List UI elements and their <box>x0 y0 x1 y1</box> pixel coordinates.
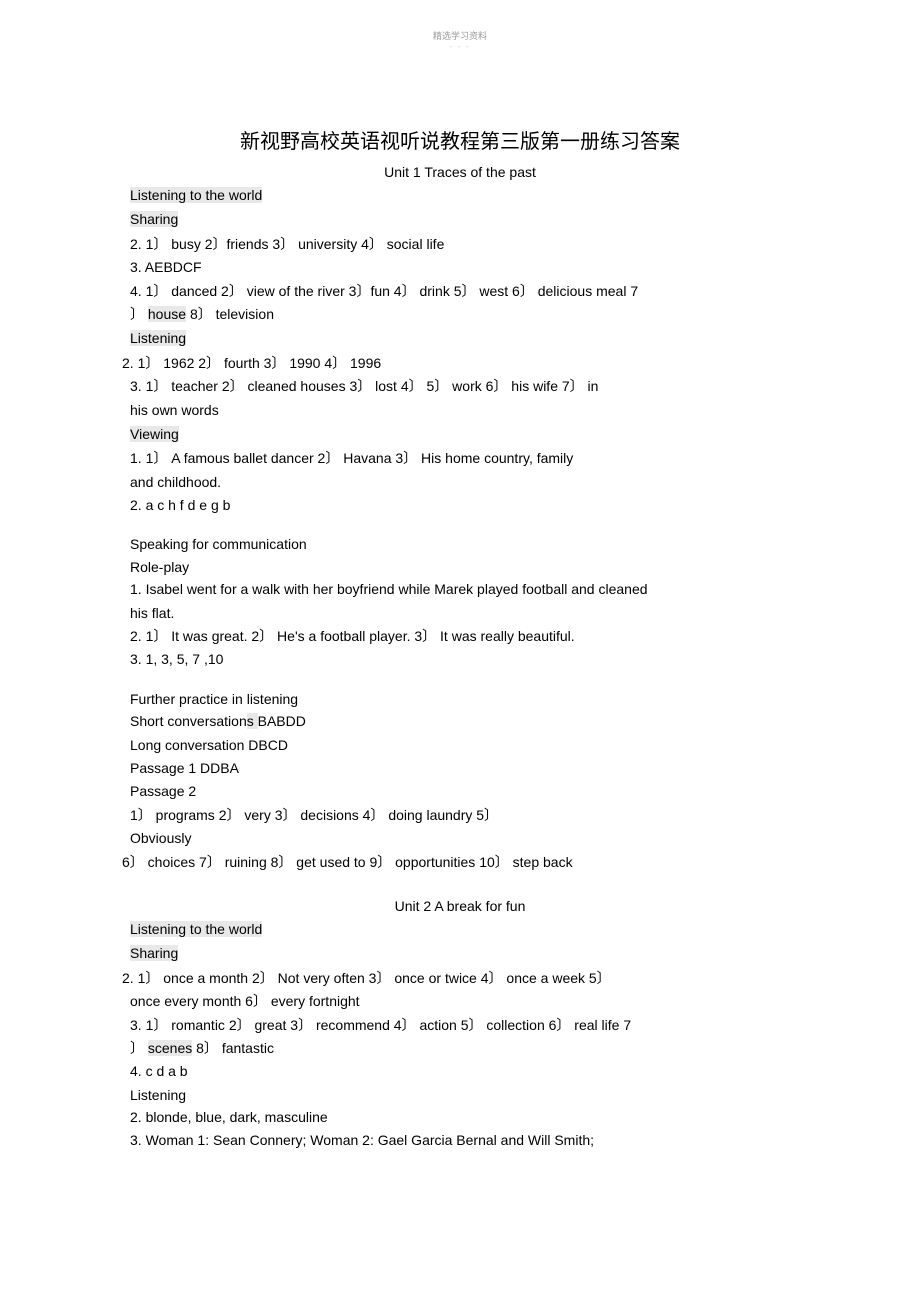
scenes-highlight: scenes <box>148 1040 192 1056</box>
roleplay-answer-2: 2. 1〕 It was great. 2〕 He's a football p… <box>130 625 790 647</box>
unit2-listening-3: 3. Woman 1: Sean Connery; Woman 2: Gael … <box>130 1129 790 1151</box>
viewing-answer-1a: 1. 1〕 A famous ballet dancer 2〕 Havana 3… <box>130 447 790 469</box>
sharing-answer-4b: 〕 house 8〕 television <box>130 303 790 325</box>
spacer <box>130 672 790 688</box>
passage2: Passage 2 <box>130 780 790 802</box>
unit2-listening-2: 2. blonde, blue, dark, masculine <box>130 1106 790 1128</box>
viewing-text: Viewing <box>130 426 179 442</box>
closing-bracket-2: 〕 <box>130 1040 144 1056</box>
obviously: Obviously <box>130 827 790 849</box>
roleplay-heading: Role-play <box>130 556 790 578</box>
roleplay-answer-3: 3. 1, 3, 5, 7 ,10 <box>130 648 790 670</box>
sharing-answer-2: 2. 1〕 busy 2〕friends 3〕 university 4〕 so… <box>130 233 790 255</box>
listening-heading: Listening <box>130 327 790 349</box>
listening-answer-3b: his own words <box>130 399 790 421</box>
sharing-text: Sharing <box>130 211 178 227</box>
roleplay-answer-1b: his flat. <box>130 602 790 624</box>
main-title: 新视野高校英语视听说教程第三版第一册练习答案 <box>130 125 790 154</box>
speaking-heading: Speaking for communication <box>130 533 790 555</box>
passage2-answers-6: 6〕 choices 7〕 ruining 8〕 get used to 9〕 … <box>122 851 790 873</box>
house-highlight: house <box>148 306 186 322</box>
spacer <box>130 874 790 890</box>
short-conv-ans: BABDD <box>258 713 306 729</box>
listening-world-text-2: Listening to the world <box>130 921 262 937</box>
listening-answer-3a: 3. 1〕 teacher 2〕 cleaned houses 3〕 lost … <box>130 375 790 397</box>
unit2-sharing: Sharing <box>130 942 790 964</box>
short-conv-prefix: Short conversation <box>130 713 247 729</box>
listening-world-text: Listening to the world <box>130 187 262 203</box>
listening-answer-2: 2. 1〕 1962 2〕 fourth 3〕 1990 4〕 1996 <box>122 352 790 374</box>
listening-world-heading: Listening to the world <box>130 184 790 206</box>
sharing-answer-3: 3. AEBDCF <box>130 256 790 278</box>
listening-text: Listening <box>130 330 186 346</box>
unit2-listening-world: Listening to the world <box>130 918 790 940</box>
rest-3b: 8〕 fantastic <box>196 1040 274 1056</box>
unit2-sharing-3b: 〕 scenes 8〕 fantastic <box>130 1037 790 1059</box>
document-page: 精选学习资料 - - - 新视野高校英语视听说教程第三版第一册练习答案 Unit… <box>0 0 920 1193</box>
long-conv: Long conversation DBCD <box>130 734 790 756</box>
watermark-sub: - - - <box>433 43 487 53</box>
short-conv-hl: s <box>247 713 258 729</box>
passage1: Passage 1 DDBA <box>130 757 790 779</box>
watermark: 精选学习资料 - - - <box>433 30 487 52</box>
spacer <box>130 517 790 533</box>
unit1-title: Unit 1 Traces of the past <box>130 164 790 180</box>
roleplay-answer-1a: 1. Isabel went for a walk with her boyfr… <box>130 578 790 600</box>
sharing-text-2: Sharing <box>130 945 178 961</box>
viewing-heading: Viewing <box>130 423 790 445</box>
closing-bracket: 〕 <box>130 306 144 322</box>
sharing-heading: Sharing <box>130 208 790 230</box>
unit2-listening: Listening <box>130 1084 790 1106</box>
unit2-sharing-4: 4. c d a b <box>130 1060 790 1082</box>
unit2-sharing-2b: once every month 6〕 every fortnight <box>130 990 790 1012</box>
unit2-sharing-2a: 2. 1〕 once a month 2〕 Not very often 3〕 … <box>122 967 790 989</box>
unit2-sharing-3a: 3. 1〕 romantic 2〕 great 3〕 recommend 4〕 … <box>130 1014 790 1036</box>
short-conv: Short conversations BABDD <box>130 710 790 732</box>
unit2-title: Unit 2 A break for fun <box>130 898 790 914</box>
viewing-answer-2: 2. a c h f d e g b <box>130 494 790 516</box>
passage2-answers-1: 1〕 programs 2〕 very 3〕 decisions 4〕 doin… <box>130 804 790 826</box>
further-heading: Further practice in listening <box>130 688 790 710</box>
rest-4b: 8〕 television <box>190 306 274 322</box>
watermark-text: 精选学习资料 <box>433 30 487 43</box>
viewing-answer-1b: and childhood. <box>130 471 790 493</box>
sharing-answer-4a: 4. 1〕 danced 2〕 view of the river 3〕fun … <box>130 280 790 302</box>
